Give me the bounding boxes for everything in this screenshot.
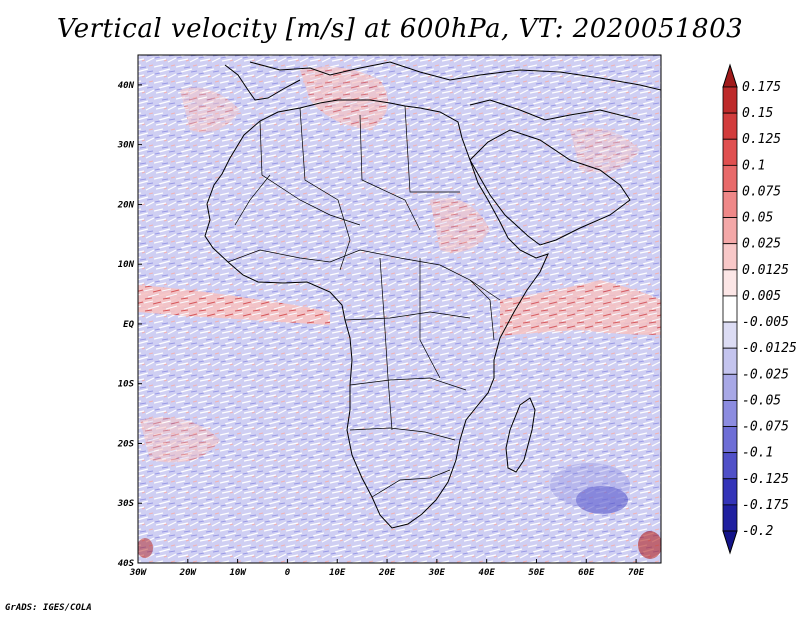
map-frame	[137, 54, 662, 564]
longitude-axis: 30W 20W 10W 0 10E 20E 30E 40E 50E 60E 70E	[129, 559, 645, 578]
colorbar-segment	[722, 373, 738, 401]
colorbar-label: -0.05	[742, 393, 781, 408]
colorbar-segment	[722, 191, 738, 218]
colorbar: 0.175 0.15 0.125 0.1 0.075 0.05 0.025 0.0125 0.0…	[722, 63, 797, 555]
lon-tick-label: 60E	[578, 568, 595, 578]
lon-tick-label: 10W	[229, 568, 247, 578]
lat-tick-label: 20S	[117, 439, 135, 449]
lon-tick-label: 40E	[479, 568, 496, 578]
lat-tick-label: 10S	[118, 380, 135, 390]
colorbar-label: 0.15	[742, 106, 773, 121]
lon-tick-label: 30W	[129, 568, 148, 578]
colorbar-segment	[722, 217, 738, 245]
colorbar-segment	[722, 504, 738, 532]
colorbar-label: -0.175	[742, 498, 789, 513]
colorbar-segment	[722, 321, 738, 349]
colorbar-label: 0.005	[742, 289, 781, 304]
colorbar-label: -0.1	[742, 446, 773, 461]
colorbar-segment	[722, 426, 738, 454]
colorbar-segment	[722, 452, 738, 480]
colorbar-label: 0.025	[742, 237, 781, 252]
colorbar-segment	[722, 347, 738, 375]
colorbar-segment	[722, 295, 738, 323]
velocity-field	[138, 55, 661, 563]
latitude-axis: 40N 30N 20N 10N EQ 10S 20S 30S 40S	[117, 81, 142, 569]
colorbar-label: 0.1	[742, 158, 765, 173]
lon-tick-label: 20W	[179, 568, 198, 578]
colorbar-label: 0.0125	[742, 263, 789, 278]
lon-tick-label: 30E	[428, 568, 446, 578]
lon-tick-label: 0	[285, 568, 291, 578]
lat-tick-label: 40S	[118, 559, 135, 569]
lat-tick-label: 30N	[117, 141, 135, 151]
map-title: Vertical velocity [m/s] at 600hPa, VT: 2…	[56, 14, 744, 44]
colorbar-segment	[722, 86, 738, 114]
lat-tick-label: EQ	[123, 320, 134, 330]
colorbar-label: 0.075	[742, 184, 781, 199]
lon-tick-label: 10E	[329, 568, 346, 578]
colorbar-label: -0.125	[742, 472, 789, 487]
colorbar-label: 0.05	[742, 211, 773, 226]
colorbar-label: 0.125	[742, 132, 781, 147]
coastlines	[204, 61, 661, 529]
colorbar-segment	[722, 138, 738, 166]
lat-tick-label: 10N	[118, 260, 135, 270]
colorbar-segment	[722, 478, 738, 506]
colorbar-bottom-arrow	[722, 530, 738, 555]
lat-tick-label: 30S	[117, 499, 135, 509]
lon-tick-label: 20E	[378, 568, 396, 578]
colorbar-top-arrow	[722, 63, 738, 88]
lon-tick-label: 70E	[628, 568, 645, 578]
colorbar-segment	[722, 164, 738, 192]
lon-tick-label: 50E	[528, 568, 545, 578]
colorbar-segment	[722, 112, 738, 140]
lat-tick-label: 40N	[118, 81, 135, 91]
colorbar-label: -0.2	[742, 524, 773, 539]
colorbar-segment	[722, 400, 738, 427]
colorbar-label: 0.175	[742, 80, 781, 95]
colorbar-segment	[722, 269, 738, 297]
colorbar-label: -0.005	[742, 315, 789, 330]
lat-tick-label: 20N	[117, 200, 135, 210]
colorbar-label: -0.0125	[742, 341, 797, 356]
colorbar-label: -0.075	[742, 420, 789, 435]
country-borders	[227, 105, 501, 498]
colorbar-segment	[722, 243, 738, 271]
colorbar-label: -0.025	[742, 367, 789, 382]
credit-label: GrADS: IGES/COLA	[5, 603, 92, 613]
